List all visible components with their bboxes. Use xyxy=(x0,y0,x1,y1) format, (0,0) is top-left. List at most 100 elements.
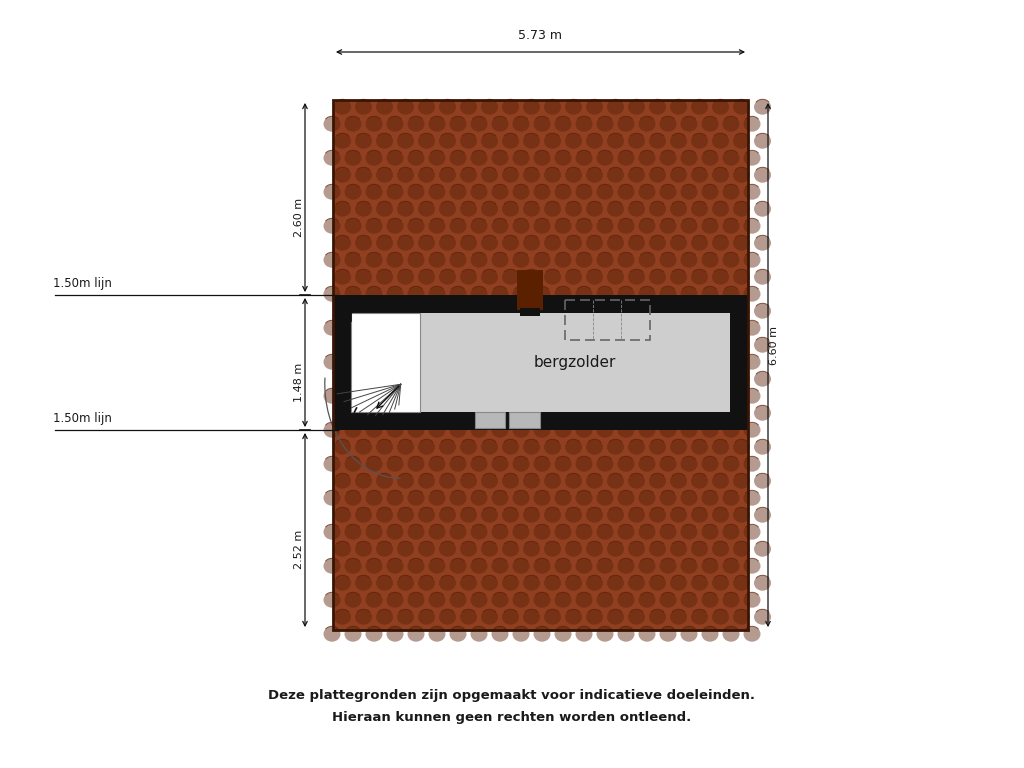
Ellipse shape xyxy=(575,592,593,607)
Ellipse shape xyxy=(733,371,750,387)
Ellipse shape xyxy=(502,609,519,624)
Ellipse shape xyxy=(628,609,645,624)
Ellipse shape xyxy=(470,184,487,200)
Ellipse shape xyxy=(733,406,750,421)
Ellipse shape xyxy=(439,303,456,319)
Ellipse shape xyxy=(439,473,456,488)
Ellipse shape xyxy=(324,490,341,505)
Ellipse shape xyxy=(334,99,351,114)
Ellipse shape xyxy=(502,541,519,557)
Ellipse shape xyxy=(439,167,456,183)
Ellipse shape xyxy=(386,456,403,472)
Ellipse shape xyxy=(712,575,729,591)
Ellipse shape xyxy=(681,592,697,607)
Ellipse shape xyxy=(324,354,341,369)
Ellipse shape xyxy=(397,235,414,250)
Ellipse shape xyxy=(586,337,603,353)
Ellipse shape xyxy=(408,116,425,131)
Ellipse shape xyxy=(743,626,761,642)
Ellipse shape xyxy=(512,558,529,574)
Ellipse shape xyxy=(534,286,551,302)
Ellipse shape xyxy=(386,490,403,505)
Ellipse shape xyxy=(450,253,467,268)
Ellipse shape xyxy=(523,303,540,319)
Ellipse shape xyxy=(659,320,677,336)
Ellipse shape xyxy=(502,575,519,591)
Ellipse shape xyxy=(670,303,687,319)
Ellipse shape xyxy=(639,626,655,642)
Ellipse shape xyxy=(628,99,645,114)
Ellipse shape xyxy=(376,575,393,591)
Ellipse shape xyxy=(597,490,613,505)
Ellipse shape xyxy=(418,235,435,250)
Ellipse shape xyxy=(376,609,393,624)
Bar xyxy=(509,412,540,428)
Ellipse shape xyxy=(355,609,372,624)
Ellipse shape xyxy=(565,541,582,557)
Ellipse shape xyxy=(659,116,677,131)
Ellipse shape xyxy=(607,270,624,285)
Ellipse shape xyxy=(366,525,383,540)
Ellipse shape xyxy=(607,406,624,421)
Ellipse shape xyxy=(733,167,750,183)
Ellipse shape xyxy=(408,218,425,233)
Ellipse shape xyxy=(512,626,529,642)
Ellipse shape xyxy=(534,389,551,404)
Ellipse shape xyxy=(376,167,393,183)
Ellipse shape xyxy=(534,456,551,472)
Ellipse shape xyxy=(428,116,445,131)
Ellipse shape xyxy=(408,422,425,438)
Ellipse shape xyxy=(701,253,719,268)
Ellipse shape xyxy=(492,253,509,268)
Ellipse shape xyxy=(659,592,677,607)
Ellipse shape xyxy=(397,439,414,455)
Ellipse shape xyxy=(355,270,372,285)
Ellipse shape xyxy=(544,201,561,217)
Text: 1.50m lijn: 1.50m lijn xyxy=(53,412,112,425)
Ellipse shape xyxy=(397,575,414,591)
Ellipse shape xyxy=(617,558,635,574)
Ellipse shape xyxy=(691,134,708,149)
Ellipse shape xyxy=(376,337,393,353)
Ellipse shape xyxy=(481,541,498,557)
Ellipse shape xyxy=(534,525,551,540)
Ellipse shape xyxy=(681,626,697,642)
Ellipse shape xyxy=(450,354,467,369)
Ellipse shape xyxy=(575,422,593,438)
Ellipse shape xyxy=(366,354,383,369)
Ellipse shape xyxy=(555,525,571,540)
Ellipse shape xyxy=(408,490,425,505)
Ellipse shape xyxy=(754,406,771,421)
Ellipse shape xyxy=(712,337,729,353)
Ellipse shape xyxy=(428,286,445,302)
Ellipse shape xyxy=(534,218,551,233)
Ellipse shape xyxy=(502,201,519,217)
Ellipse shape xyxy=(534,184,551,200)
Ellipse shape xyxy=(386,558,403,574)
Ellipse shape xyxy=(670,371,687,387)
Ellipse shape xyxy=(534,592,551,607)
Ellipse shape xyxy=(607,371,624,387)
Ellipse shape xyxy=(344,422,361,438)
Ellipse shape xyxy=(386,218,403,233)
Ellipse shape xyxy=(355,303,372,319)
Ellipse shape xyxy=(418,473,435,488)
Ellipse shape xyxy=(597,354,613,369)
Ellipse shape xyxy=(470,218,487,233)
Ellipse shape xyxy=(691,371,708,387)
Ellipse shape xyxy=(428,422,445,438)
Ellipse shape xyxy=(355,575,372,591)
Ellipse shape xyxy=(470,422,487,438)
Ellipse shape xyxy=(723,389,739,404)
Ellipse shape xyxy=(376,371,393,387)
Ellipse shape xyxy=(460,508,477,523)
Ellipse shape xyxy=(743,253,761,268)
Ellipse shape xyxy=(481,508,498,523)
Ellipse shape xyxy=(723,286,739,302)
Ellipse shape xyxy=(670,541,687,557)
Ellipse shape xyxy=(607,303,624,319)
Ellipse shape xyxy=(649,541,666,557)
Ellipse shape xyxy=(418,439,435,455)
Ellipse shape xyxy=(366,253,383,268)
Ellipse shape xyxy=(544,541,561,557)
